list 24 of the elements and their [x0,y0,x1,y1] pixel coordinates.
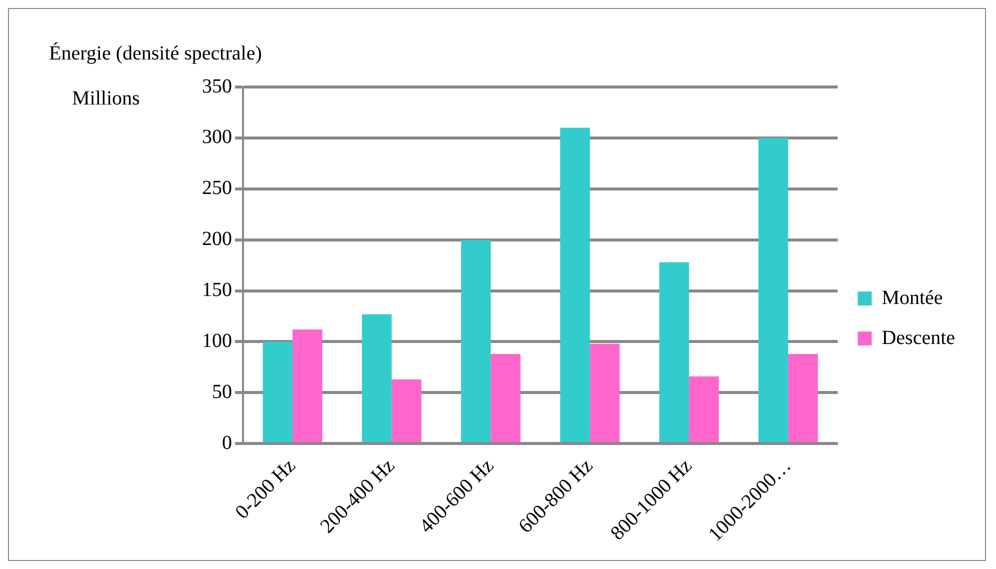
bar [689,376,719,442]
y-tick-label: 300 [202,126,232,148]
y-tick-label: 250 [202,177,232,200]
bar [560,128,590,442]
bar [490,354,521,442]
bar [262,342,293,442]
y-tick-label: 50 [212,380,232,403]
bar [788,354,818,442]
legend-label: Montée [882,286,943,309]
text: Millions [72,87,140,110]
bar [758,138,788,442]
legend-label: Descente [882,326,956,349]
bar [590,344,620,442]
y-tick-label: 150 [202,279,232,302]
y-axis-title: Énergie (densité spectrale) [49,41,262,64]
y-tick-label: 0 [222,432,232,454]
y-tick-label: 200 [202,228,232,250]
bar [461,240,491,442]
bar [292,329,322,442]
y-tick-label: 350 [202,75,232,98]
bar [659,262,690,442]
bar [362,314,392,442]
y-tick-label: 100 [202,330,232,352]
bar [392,379,422,442]
